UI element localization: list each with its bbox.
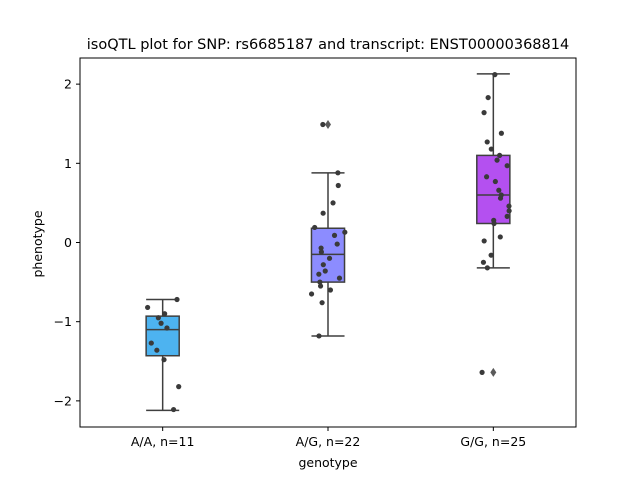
- data-point: [164, 325, 170, 331]
- data-point: [494, 157, 500, 163]
- data-point: [484, 139, 490, 145]
- data-point: [308, 291, 315, 297]
- data-point: [320, 210, 326, 216]
- data-point: [316, 333, 322, 339]
- data-point: [318, 245, 324, 251]
- data-point: [506, 208, 512, 214]
- y-tick-label: −2: [54, 393, 72, 408]
- data-point: [145, 304, 151, 311]
- box-iqr: [310, 227, 346, 283]
- data-point: [334, 241, 340, 247]
- data-point: [484, 265, 490, 271]
- data-point: [488, 252, 494, 258]
- data-point: [498, 130, 504, 136]
- data-point: [342, 229, 348, 235]
- data-point: [496, 187, 502, 193]
- data-point: [326, 255, 333, 261]
- y-axis: 2 1 0 −1 −2: [54, 77, 80, 408]
- data-point: [497, 152, 503, 158]
- y-tick-label: 0: [64, 235, 72, 250]
- data-point: [161, 357, 167, 363]
- data-point: [327, 287, 334, 293]
- x-tick-label: G/G, n=25: [460, 434, 526, 449]
- data-point: [319, 300, 325, 306]
- flier-marker: [490, 367, 497, 377]
- data-point: [320, 121, 326, 128]
- data-point: [148, 340, 154, 346]
- flier-marker: [325, 120, 331, 130]
- x-axis: A/A, n=11 A/G, n=22 G/G, n=25: [131, 427, 526, 449]
- data-point: [317, 279, 323, 285]
- data-point: [485, 94, 491, 101]
- data-point: [162, 311, 168, 317]
- x-axis-label: genotype: [298, 455, 357, 470]
- data-point: [481, 110, 487, 116]
- data-point: [480, 259, 487, 265]
- box-iqr: [476, 154, 511, 225]
- data-point: [318, 249, 324, 255]
- data-point: [322, 268, 328, 274]
- data-point: [331, 232, 338, 238]
- data-point: [174, 296, 180, 303]
- data-point: [491, 220, 497, 227]
- data-point: [176, 384, 182, 390]
- data-point: [330, 200, 336, 206]
- data-point: [492, 72, 498, 78]
- data-point: [504, 213, 510, 219]
- data-point: [504, 163, 510, 169]
- data-point: [154, 347, 160, 353]
- data-point: [497, 195, 504, 201]
- y-tick-label: 1: [64, 156, 72, 171]
- data-point: [335, 170, 341, 176]
- chart-title: isoQTL plot for SNP: rs6685187 and trans…: [87, 37, 569, 53]
- data-point: [335, 182, 341, 189]
- data-point: [320, 262, 326, 268]
- data-point: [317, 283, 324, 289]
- data-point: [336, 275, 343, 281]
- x-tick-label: A/G, n=22: [296, 434, 361, 449]
- data-point: [497, 234, 503, 240]
- data-point: [479, 369, 485, 375]
- data-point: [506, 203, 512, 209]
- data-point: [155, 315, 161, 321]
- box-group: [145, 298, 180, 412]
- y-tick-label: −1: [54, 314, 72, 329]
- y-axis-label: phenotype: [30, 210, 45, 277]
- y-tick-label: 2: [64, 77, 72, 92]
- data-point: [170, 406, 177, 413]
- data-point: [312, 224, 318, 231]
- data-point: [488, 146, 494, 152]
- data-point: [316, 271, 322, 277]
- x-tick-label: A/A, n=11: [131, 434, 195, 449]
- data-point: [481, 238, 487, 244]
- data-point: [492, 178, 498, 185]
- data-point: [483, 174, 490, 180]
- plot-area: [79, 57, 577, 428]
- data-point: [158, 320, 164, 326]
